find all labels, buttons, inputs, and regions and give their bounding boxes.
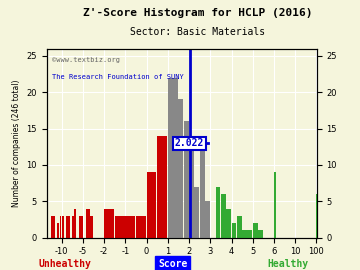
Bar — [147, 172, 156, 238]
Bar — [242, 230, 247, 238]
Bar — [59, 216, 62, 238]
Bar — [258, 230, 263, 238]
Bar — [221, 194, 226, 238]
Bar — [68, 216, 70, 238]
Text: ©www.textbiz.org: ©www.textbiz.org — [52, 57, 120, 63]
Text: Unhealthy: Unhealthy — [39, 259, 91, 269]
Bar — [216, 187, 220, 238]
Bar — [237, 216, 242, 238]
Text: Score: Score — [158, 259, 188, 269]
Bar — [253, 223, 258, 238]
Bar — [231, 223, 237, 238]
Bar — [136, 216, 146, 238]
Bar — [205, 201, 210, 238]
Bar — [194, 187, 199, 238]
Bar — [168, 78, 177, 238]
Text: Z'-Score Histogram for HCLP (2016): Z'-Score Histogram for HCLP (2016) — [83, 8, 313, 18]
Bar — [226, 208, 231, 238]
Bar — [78, 216, 81, 238]
Bar — [247, 230, 252, 238]
Text: Sector: Basic Materials: Sector: Basic Materials — [130, 27, 266, 37]
Bar — [115, 216, 125, 238]
Text: The Research Foundation of SUNY: The Research Foundation of SUNY — [52, 74, 184, 80]
Bar — [51, 216, 53, 238]
Y-axis label: Number of companies (246 total): Number of companies (246 total) — [12, 79, 21, 207]
Text: Healthy: Healthy — [267, 259, 309, 269]
Text: 2.022: 2.022 — [175, 138, 204, 148]
Bar — [57, 223, 59, 238]
Bar — [72, 216, 74, 238]
Bar — [125, 216, 135, 238]
Bar — [157, 136, 167, 238]
Bar — [81, 216, 83, 238]
Bar — [86, 208, 90, 238]
Bar — [62, 216, 64, 238]
Bar — [90, 216, 93, 238]
Bar — [200, 136, 204, 238]
Bar — [189, 136, 194, 238]
Bar — [53, 216, 55, 238]
Bar — [179, 99, 183, 238]
Bar — [66, 216, 68, 238]
Bar — [274, 172, 276, 238]
Bar — [184, 121, 189, 238]
Bar — [104, 208, 114, 238]
Bar — [75, 208, 76, 238]
